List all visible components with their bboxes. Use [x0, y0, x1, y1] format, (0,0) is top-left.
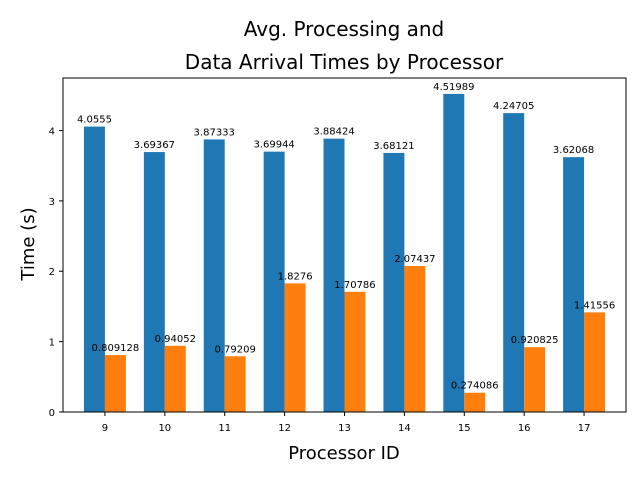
data-label-processing-15: 4.51989 — [433, 82, 474, 93]
bar-arrival-12 — [284, 283, 306, 412]
bar-processing-11 — [203, 139, 225, 412]
bar-arrival-9 — [104, 355, 126, 412]
x-axis-ticks: 9 10 11 12 13 14 15 16 17 — [102, 412, 591, 434]
data-label-arrival-10: 0.94052 — [155, 334, 196, 345]
data-label-processing-16: 4.24705 — [493, 101, 534, 112]
y-tick-label-1: 1 — [49, 338, 55, 349]
x-tick-label-11: 11 — [218, 423, 231, 434]
data-label-arrival-14: 2.07437 — [394, 254, 435, 265]
data-label-arrival-17: 1.41556 — [574, 300, 615, 311]
y-tick-label-2: 2 — [49, 267, 55, 278]
x-tick-label-9: 9 — [102, 423, 108, 434]
x-tick-label-13: 13 — [338, 423, 351, 434]
x-tick-label-12: 12 — [278, 423, 291, 434]
y-tick-label-0: 0 — [49, 408, 55, 419]
bar-arrival-16 — [524, 347, 546, 412]
bar-processing-16 — [503, 113, 525, 413]
bar-processing-12 — [263, 151, 285, 413]
bar-arrival-17 — [584, 312, 606, 412]
plot-frame — [62, 77, 627, 413]
data-label-processing-17: 3.62068 — [553, 145, 594, 156]
data-label-arrival-12: 1.8276 — [278, 271, 313, 282]
bar-arrival-11 — [224, 356, 246, 412]
bar-processing-9 — [83, 126, 105, 412]
bar-arrival-14 — [404, 266, 426, 412]
data-label-processing-14: 3.68121 — [373, 141, 414, 152]
data-label-processing-12: 3.69944 — [253, 140, 294, 151]
data-label-processing-11: 3.87333 — [194, 127, 235, 138]
data-label-arrival-16: 0.920825 — [511, 335, 559, 346]
bar-processing-14 — [383, 152, 405, 412]
y-tick-label-4: 4 — [49, 126, 55, 137]
data-label-processing-10: 3.69367 — [134, 140, 175, 151]
bar-processing-17 — [563, 157, 585, 412]
data-labels-group: 4.0555 0.809128 3.69367 0.94052 3.87333 0.792… — [77, 82, 615, 392]
y-tick-label-3: 3 — [49, 197, 55, 208]
chart-title-line-1: Avg. Processing and — [244, 17, 445, 41]
y-axis-label: Time (s) — [18, 207, 39, 281]
bar-processing-15 — [443, 93, 465, 413]
data-label-processing-13: 3.88424 — [313, 127, 354, 138]
bar-processing-10 — [143, 152, 165, 412]
bar-arrival-10 — [164, 345, 186, 412]
x-axis-label: Processor ID — [288, 443, 400, 464]
bars-group — [83, 93, 606, 413]
x-tick-label-17: 17 — [578, 423, 591, 434]
x-tick-label-10: 10 — [158, 423, 171, 434]
bar-processing-13 — [323, 138, 345, 413]
bar-arrival-13 — [344, 291, 366, 412]
data-label-arrival-13: 1.70786 — [334, 280, 375, 291]
data-label-arrival-11: 0.79209 — [215, 344, 256, 355]
x-tick-label-14: 14 — [398, 423, 411, 434]
data-label-processing-9: 4.0555 — [77, 115, 112, 126]
bar-arrival-15 — [464, 392, 486, 412]
data-label-arrival-15: 0.274086 — [451, 381, 499, 392]
y-axis-ticks: 0 1 2 3 4 — [49, 126, 63, 419]
x-tick-label-16: 16 — [518, 423, 531, 434]
data-label-arrival-9: 0.809128 — [92, 343, 140, 354]
chart-title-line-2: Data Arrival Times by Processor — [185, 50, 504, 74]
x-tick-label-15: 15 — [458, 423, 471, 434]
